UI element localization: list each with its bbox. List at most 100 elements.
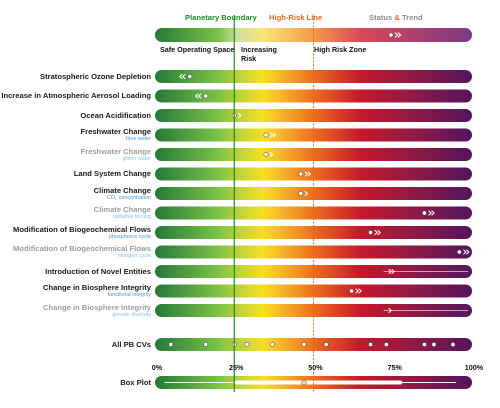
status-word: Status [369, 13, 393, 22]
zone-safe-operating-space: Safe Operating Space [160, 45, 235, 54]
header-status-dot [388, 32, 394, 38]
high-risk-line-label: High-Risk Line [269, 13, 323, 22]
status-dot [456, 249, 462, 255]
trend-chevron-6 [304, 190, 309, 197]
status-dot [298, 171, 304, 177]
trend-chevron-3-b [272, 132, 277, 138]
threshold-lines-layer [233, 15, 314, 392]
boxplot-median [301, 379, 307, 386]
trend-chevron-7-b [431, 210, 435, 216]
trend-chevron-5-b [307, 171, 312, 177]
zone-increasing-risk: Increasing Risk [241, 45, 277, 63]
x-tick-label: 25% [229, 363, 244, 372]
status-dot [298, 191, 304, 196]
x-tick-label: 75% [387, 363, 402, 372]
status-dot [263, 132, 269, 138]
all-pb-dot [269, 342, 275, 347]
row-label-title: Change in Biosphere Integrity [42, 283, 151, 292]
row-label-title: Climate Change [93, 205, 151, 214]
row-label-subtitle: functional integrity [107, 292, 151, 298]
trend-chevron-8-b [377, 229, 381, 236]
row-label: Modification of Biogeochemical Flows phos… [0, 224, 151, 240]
row-label: Climate Change CO₂ concentration [0, 185, 151, 201]
status-dot [422, 210, 427, 216]
all-pb-dot [384, 342, 389, 347]
row-label: Introduction of Novel Entities [0, 266, 151, 276]
trend-chevron-10-a [388, 268, 392, 275]
row-label-title: Stratospheric Ozone Depletion [40, 71, 151, 81]
trend-chevron-0-b [181, 73, 186, 80]
trend-chevron-8-a [374, 229, 378, 236]
row-label: Land System Change [0, 170, 151, 178]
status-dot [349, 288, 354, 294]
zone-increasing-line1: Increasing [241, 45, 277, 54]
all-pb-dot [244, 342, 250, 347]
trend-chevron-9-a [463, 249, 467, 255]
all-pb-dot [323, 342, 329, 347]
row-label-title: Freshwater Change [80, 146, 151, 156]
row-label-subtitle: radiative forcing [112, 214, 151, 220]
trend-chevron-1-b [197, 93, 202, 99]
trend-chevron-0-a [178, 73, 183, 80]
all-pb-dot [368, 342, 373, 347]
all-pb-dot [422, 342, 427, 347]
status-dot [368, 230, 373, 235]
row-label: Modification of Biogeochemical Flows nitr… [0, 244, 151, 260]
row-label-subtitle: genetic diversity [112, 311, 151, 318]
row-label: Stratospheric Ozone Depletion [0, 71, 151, 81]
row-label: Freshwater Change blue water [0, 127, 151, 143]
trend-chevron-1-a [194, 93, 199, 99]
all-pb-dot [431, 342, 437, 347]
trend-chevron-11-a [355, 288, 359, 294]
trend-chevron-2 [238, 112, 242, 119]
row-label: Change in Biosphere Integrity functional … [0, 283, 151, 299]
row-label: Increase in Atmospheric Aerosol Loading [0, 92, 151, 100]
ampersand: & [394, 13, 400, 22]
row-label-title: Modification of Biogeochemical Flows [13, 224, 151, 234]
boxplot-box [234, 380, 403, 385]
all-pb-dot [301, 342, 307, 347]
trend-chevron-3-a [269, 132, 274, 138]
header-trend-chevron-b [397, 32, 402, 38]
row-label: Freshwater Change green water [0, 146, 151, 162]
row-label-title: Climate Change [93, 185, 151, 195]
row-label-title: Increase in Atmospheric Aerosol Loading [1, 91, 151, 100]
row-label-title: Land System Change [73, 169, 151, 178]
all-pb-dot [203, 342, 209, 347]
x-tick-label: 0% [151, 363, 163, 372]
status-dot [203, 93, 209, 99]
x-tick-label: 50% [308, 363, 323, 372]
trend-word: Trend [401, 13, 423, 22]
row-label-title: Freshwater Change [80, 127, 151, 136]
header-trend-chevron-a [394, 32, 399, 38]
zone-high-risk: High Risk Zone [314, 45, 367, 54]
row-label-subtitle: phosphorus cycle [109, 233, 151, 240]
row-label-subtitle: blue water [126, 136, 151, 142]
row-label-title: Introduction of Novel Entities [45, 266, 151, 276]
trend-chevron-4 [269, 151, 274, 158]
row-label: Climate Change radiative forcing [0, 205, 151, 221]
row-label: Ocean Acidification [0, 110, 151, 120]
all-pb-label: All PB CVs [111, 339, 151, 349]
boxplot-label: Box Plot [120, 377, 151, 387]
row-label-subtitle: CO₂ concentration [106, 194, 151, 201]
row-label-title: Change in Biosphere Integrity [42, 302, 151, 312]
row-label-subtitle: green water [122, 155, 151, 162]
status-dot [263, 152, 269, 157]
trend-chevron-12 [388, 307, 392, 314]
status-trend-label: Status & Trend [369, 13, 423, 22]
all-pb-dot [450, 342, 456, 347]
x-tick-label: 100% [464, 363, 484, 372]
row-label-subtitle: nitrogen cycle [117, 253, 151, 259]
status-dot [187, 74, 193, 79]
trend-chevron-11-b [358, 288, 362, 294]
trend-chevron-10-b [391, 268, 395, 275]
trend-chevron-9-b [466, 249, 470, 255]
row-label: Change in Biosphere Integrity genetic div… [0, 302, 151, 318]
trend-chevron-7-a [428, 210, 432, 216]
row-label-title: Ocean Acidification [80, 110, 151, 120]
all-pb-dot [168, 342, 174, 347]
trend-chevron-5-a [304, 171, 309, 177]
row-label-title: Modification of Biogeochemical Flows [13, 244, 151, 253]
